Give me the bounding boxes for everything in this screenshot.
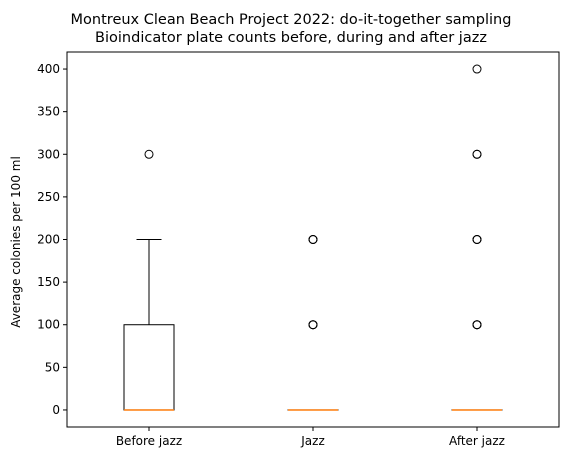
y-tick-label: 150 (37, 275, 60, 289)
x-tick-label: Jazz (300, 434, 325, 448)
plot-frame (66, 51, 560, 428)
outlier-point (308, 235, 318, 244)
outlier-point (308, 320, 318, 330)
outlier-point (472, 320, 482, 330)
y-tick-label: 200 (37, 233, 60, 247)
y-tick-label: 400 (37, 62, 60, 76)
y-tick-label: 0 (52, 403, 60, 417)
chart-title-line2: Bioindicator plate counts before, during… (95, 30, 487, 46)
box-body (123, 324, 175, 411)
plot-area: 0 50 100 150 200 250 300 350 400 Before jazz Jazz A… (37, 62, 505, 448)
y-axis-label: Average colonies per 100 ml (9, 156, 23, 328)
y-tick-label: 100 (37, 318, 60, 332)
outlier-point (472, 64, 482, 74)
y-tick-label: 250 (37, 190, 60, 204)
y-tick-label: 50 (45, 360, 60, 374)
y-tick-label: 300 (37, 147, 60, 161)
outlier-point (144, 149, 154, 159)
x-tick-label: Before jazz (116, 434, 182, 448)
chart-title-line1: Montreux Clean Beach Project 2022: do-it… (71, 12, 512, 28)
x-tick-label: After jazz (449, 434, 505, 448)
outlier-point (472, 149, 482, 159)
y-tick-label: 350 (37, 105, 60, 119)
outlier-point (472, 235, 482, 244)
